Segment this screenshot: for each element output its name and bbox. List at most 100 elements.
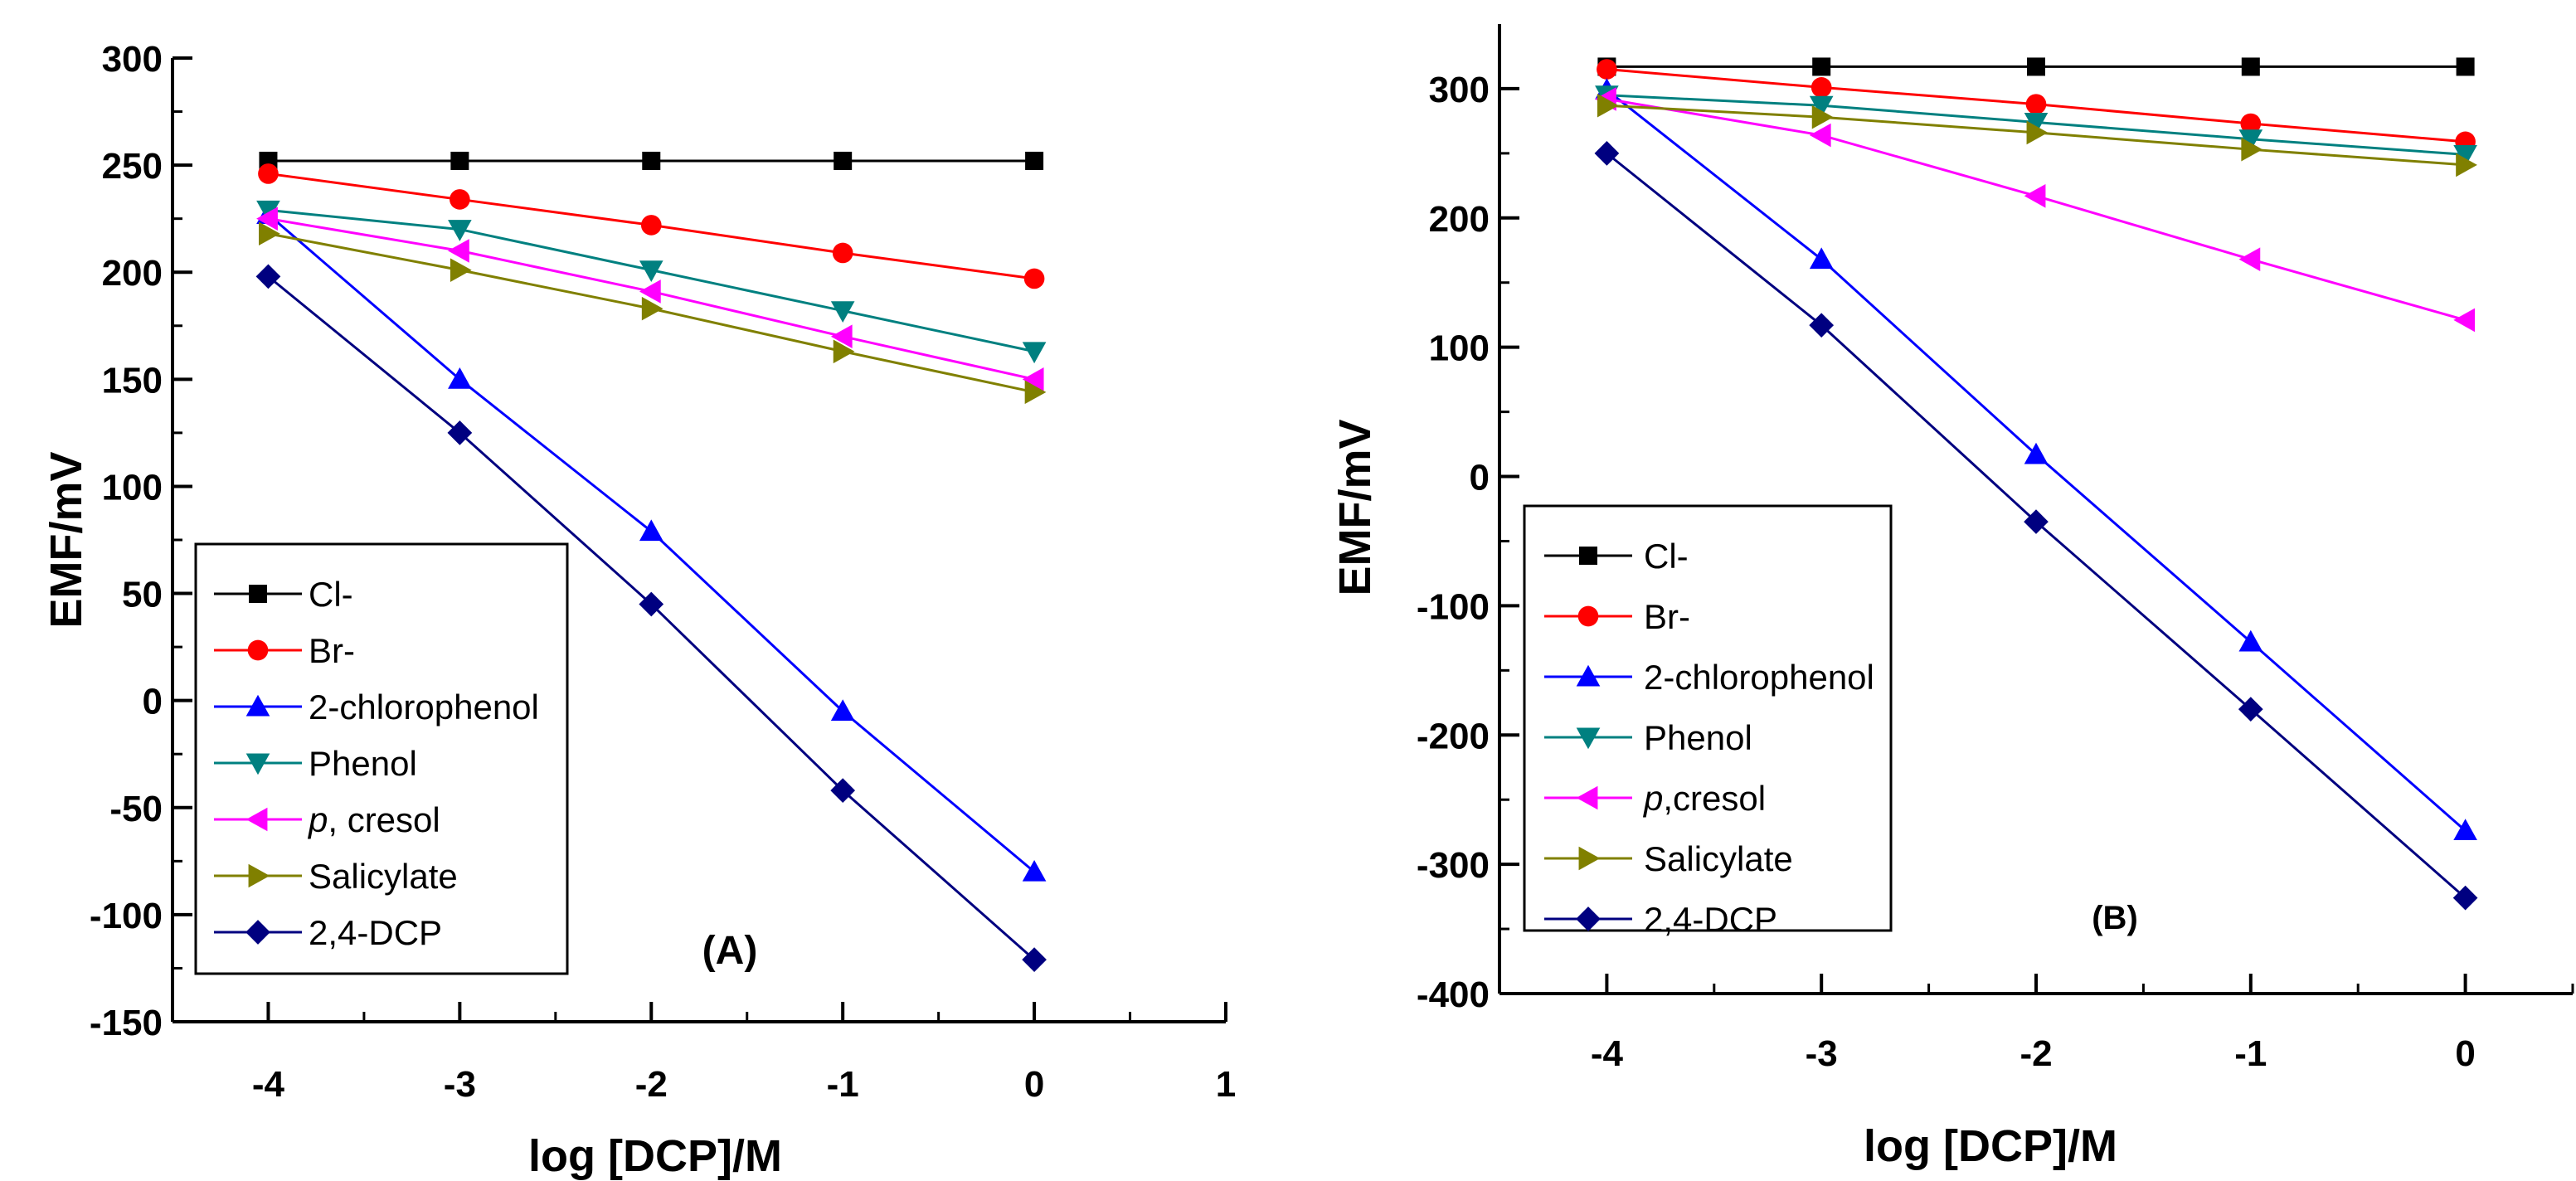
legend-marker (1576, 906, 1601, 931)
x-tick-label: -1 (827, 1064, 859, 1105)
legend-marker (1579, 547, 1597, 565)
y-tick-label: -100 (90, 896, 163, 936)
chart-panel-b: -400 -300 -200 -100 0 100 200 300 -4 -3 -2 -1 0 log [… (1330, 24, 2574, 1171)
legend-marker (245, 807, 268, 832)
y-tick-label: 250 (102, 146, 163, 187)
data-point (1809, 247, 1834, 270)
data-point (830, 778, 856, 803)
legend-label: Salicylate (309, 857, 458, 896)
data-point (639, 260, 663, 282)
series-line (268, 217, 1035, 381)
data-point (256, 200, 280, 222)
legend-label: 2,4-DCP (1644, 900, 1777, 939)
data-point (2238, 697, 2263, 722)
data-point (639, 279, 661, 304)
y-tick-label: 200 (102, 253, 163, 294)
data-point (256, 207, 278, 231)
x-tick-label: -3 (444, 1064, 476, 1105)
legend-label: Salicylate (1644, 839, 1793, 878)
data-point (830, 324, 853, 348)
y-tick-label: 50 (122, 575, 163, 615)
data-point (1809, 95, 1834, 118)
legend-marker (1576, 785, 1598, 810)
legend-label: 2-chlorophenol (1644, 658, 1874, 697)
data-point (447, 420, 473, 445)
data-point (1809, 313, 1835, 338)
data-point (448, 239, 469, 263)
data-point (641, 296, 663, 321)
legend-marker (1576, 664, 1601, 687)
data-point (1022, 859, 1047, 882)
data-point (2026, 120, 2049, 145)
data-point (1594, 141, 1620, 166)
data-point (2027, 57, 2045, 76)
legend-label: Cl- (309, 575, 353, 614)
y-axis-title: EMF/mV (41, 451, 91, 628)
data-point (2024, 509, 2049, 534)
legend-label: p, cresol (307, 800, 440, 839)
x-tick-label: -2 (635, 1064, 668, 1105)
data-point (1809, 123, 1831, 148)
panel-label: (A) (702, 929, 758, 973)
legend-marker (245, 920, 270, 945)
data-point (1812, 57, 1831, 76)
panel-label: (B) (2092, 900, 2138, 936)
x-tick-label: -2 (2019, 1033, 2052, 1074)
legend-marker (245, 753, 270, 775)
data-point (2453, 308, 2476, 333)
legend: Cl- Br- 2-chlorophenol Phenol p, cresol Salic… (194, 542, 569, 975)
data-point (2024, 442, 2049, 464)
legend-label: Br- (1644, 597, 1690, 636)
y-tick-label: -300 (1417, 845, 1490, 886)
data-point (2024, 184, 2046, 208)
data-point (2238, 247, 2261, 271)
data-point (2240, 113, 2262, 134)
data-point (259, 221, 280, 246)
y-tick-label: -150 (90, 1003, 163, 1043)
x-tick-label: 0 (2455, 1033, 2475, 1074)
data-point (2456, 153, 2477, 177)
legend-marker (248, 863, 270, 888)
data-point (833, 339, 855, 364)
y-axis-title: EMF/mV (1330, 419, 1380, 595)
x-tick-label: 1 (1216, 1064, 1236, 1105)
x-tick-label: -4 (1591, 1033, 1624, 1074)
data-point (1810, 77, 1832, 98)
legend-label: Br- (309, 631, 355, 670)
y-tick-label: 150 (102, 360, 163, 401)
legend-label: Phenol (1644, 718, 1752, 757)
data-point (450, 258, 472, 282)
y-tick-label: 0 (143, 682, 163, 722)
chart-panel-a: -150 -100 -50 0 50 100 150 200 250 300 -4 -3 -2 -1 0 1 l… (41, 39, 1236, 1181)
y-tick-label: 300 (102, 39, 163, 80)
data-point (255, 264, 281, 289)
y-tick-label: -200 (1417, 716, 1490, 756)
legend-marker (1578, 846, 1601, 871)
data-point (450, 151, 469, 170)
legend-label: p,cresol (1642, 779, 1766, 818)
x-tick-label: -3 (1806, 1033, 1838, 1074)
data-point (1023, 268, 1045, 289)
data-point (2452, 885, 2478, 911)
data-point (640, 215, 662, 236)
data-point (639, 591, 664, 617)
data-point (1597, 93, 1619, 118)
data-point (639, 519, 663, 542)
data-point (2241, 57, 2260, 76)
data-point (2453, 819, 2477, 841)
data-point (642, 151, 661, 170)
data-point (450, 189, 470, 210)
legend-marker (1577, 605, 1599, 627)
x-tick-label: 0 (1024, 1064, 1044, 1105)
data-point (1025, 151, 1044, 170)
data-point (258, 163, 279, 184)
legend: Cl- Br- 2-chlorophenol Phenol p,cresol Salicy… (1523, 504, 1893, 939)
legend-marker (1576, 727, 1601, 750)
x-tick-label: -4 (252, 1064, 285, 1105)
x-axis-title: log [DCP]/M (1864, 1121, 2117, 1171)
x-axis-title: log [DCP]/M (528, 1131, 782, 1181)
data-point (2456, 57, 2475, 76)
legend-label: Phenol (309, 744, 417, 783)
data-point (830, 699, 855, 722)
